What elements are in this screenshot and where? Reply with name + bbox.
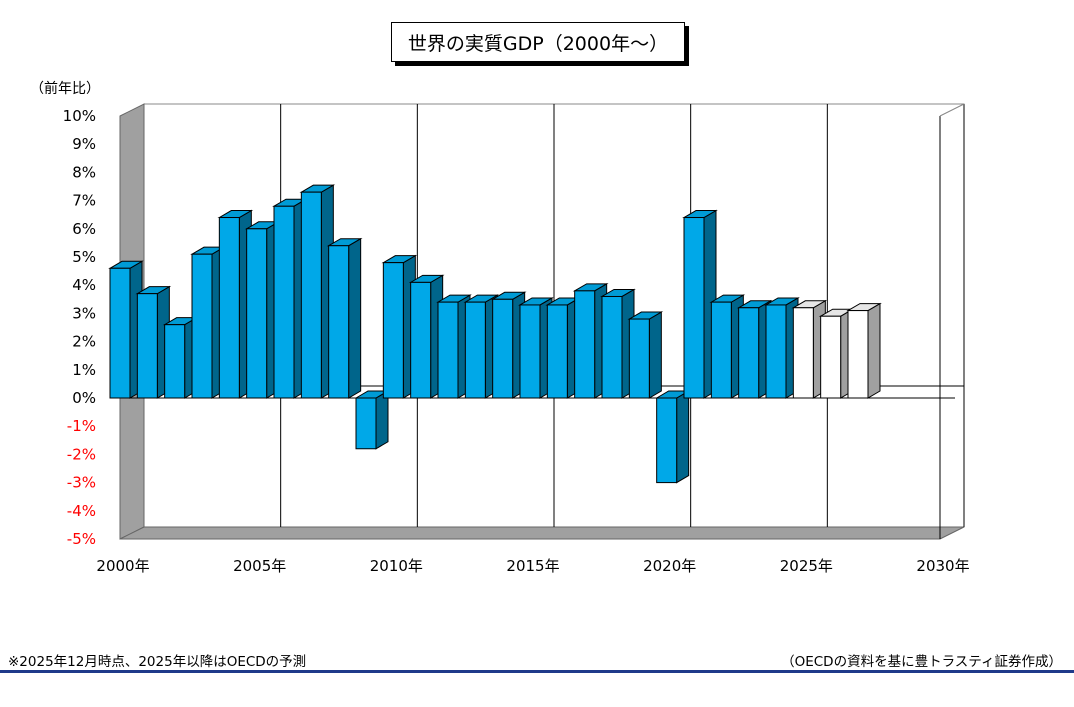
bar-2019 — [628, 318, 650, 399]
x-tick-label: 2025年 — [780, 557, 833, 575]
y-tick-label: 3% — [72, 304, 96, 322]
source-note: （OECDの資料を基に豊トラスティ証券作成） — [781, 654, 1062, 670]
x-tick-label: 2010年 — [370, 557, 423, 575]
y-tick-label: 1% — [72, 361, 96, 379]
x-tick-label: 2015年 — [506, 557, 559, 575]
footer-divider — [0, 670, 1074, 673]
x-tick-label: 2005年 — [233, 557, 286, 575]
bar-2024 — [765, 304, 787, 399]
bar-2023 — [738, 307, 760, 399]
plot-floor — [119, 526, 965, 540]
bar-side — [676, 390, 690, 484]
bar-2014 — [492, 298, 514, 399]
bar-2008 — [328, 245, 350, 399]
bar-2020 — [656, 397, 678, 484]
y-tick-label: 7% — [72, 192, 96, 210]
chart-title: 世界の実質GDP（2000年～） — [391, 22, 685, 62]
y-tick-label: 10% — [63, 107, 96, 125]
bar-2009 — [355, 397, 377, 450]
y-tick-label: 9% — [72, 135, 96, 153]
bar-2013 — [464, 301, 486, 399]
bar-2007 — [300, 191, 322, 399]
bar-side — [648, 311, 662, 399]
bar-2017 — [574, 290, 596, 399]
x-tick-label: 2020年 — [643, 557, 696, 575]
bar-side — [867, 302, 881, 399]
y-tick-label: 0% — [72, 389, 96, 407]
bar-2005 — [246, 228, 268, 399]
y-tick-label: -5% — [67, 530, 96, 548]
bar-2002 — [164, 324, 186, 399]
y-tick-label: 6% — [72, 220, 96, 238]
y-tick-label: 4% — [72, 276, 96, 294]
y-tick-label: -4% — [67, 502, 96, 520]
y-tick-label: -3% — [67, 474, 96, 492]
bar-2015 — [519, 304, 541, 399]
x-tick-label: 2030年 — [916, 557, 969, 575]
y-tick-label: -2% — [67, 445, 96, 463]
y-axis-label: （前年比） — [30, 81, 100, 97]
y-tick-label: -1% — [67, 417, 96, 435]
bar-2012 — [437, 301, 459, 399]
bar-side — [375, 390, 389, 450]
y-tick-label: 5% — [72, 248, 96, 266]
gdp-bar-chart: 10%9%8%7%6%5%4%3%2%1%0%-1%-2%-3%-4%-5%20… — [63, 103, 970, 575]
bar-2000 — [109, 267, 131, 399]
x-tick-label: 2000年 — [96, 557, 149, 575]
bar-2004 — [218, 217, 240, 399]
y-tick-label: 2% — [72, 333, 96, 351]
bar-2018 — [601, 295, 623, 399]
bar-2003 — [191, 253, 213, 399]
bar-2006 — [273, 205, 295, 399]
bar-2011 — [410, 281, 432, 399]
bar-2027 — [847, 310, 869, 399]
bar-2026 — [820, 315, 842, 399]
bar-2010 — [382, 262, 404, 399]
bar-2021 — [683, 217, 705, 399]
y-tick-label: 8% — [72, 163, 96, 181]
bar-side — [348, 237, 362, 399]
bar-2016 — [546, 304, 568, 399]
bar-2022 — [710, 301, 732, 399]
bar-2001 — [136, 293, 158, 399]
bar-2025 — [792, 307, 814, 399]
plot-top-edge — [939, 103, 965, 117]
footnote-left: ※2025年12月時点、2025年以降はOECDの予測 — [8, 654, 307, 670]
